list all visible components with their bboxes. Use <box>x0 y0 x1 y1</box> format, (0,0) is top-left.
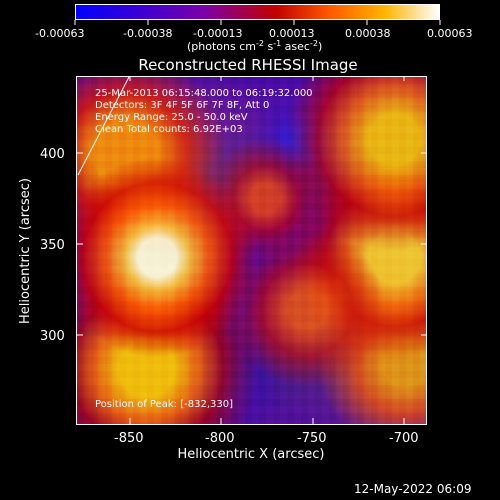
colorbar <box>75 4 440 20</box>
heatmap-image <box>76 76 427 425</box>
info-line-4: Clean Total counts: 6.92E+03 <box>95 124 243 135</box>
colorbar-tick-label-1: -0.00063 <box>35 27 84 40</box>
x-tick-label-4: -700 <box>389 431 419 446</box>
colorbar-tick-label-4: 0.00013 <box>269 27 315 40</box>
x-tick-label-3: -750 <box>297 431 327 446</box>
peak-position-label: Position of Peak: [-832,330] <box>95 399 233 410</box>
info-box: 25-Mar-2013 06:15:48.000 to 06:19:32.000… <box>95 88 313 135</box>
colorbar-tick-label-5: 0.00038 <box>345 27 391 40</box>
colorbar-tick-label-6: 0.00063 <box>427 27 473 40</box>
colorbar-units-label: (photons cm-2 s-1 asec-2) <box>187 39 322 53</box>
x-tick-label-2: -800 <box>205 431 235 446</box>
limb-line <box>77 76 130 176</box>
info-line-1: 25-Mar-2013 06:15:48.000 to 06:19:32.000 <box>95 88 313 99</box>
y-axis-label: Heliocentric Y (arcsec) <box>18 178 33 324</box>
footer-timestamp: 12-May-2022 06:09 <box>354 482 471 496</box>
y-tick-label-1: 400 <box>40 147 65 162</box>
info-line-3: Energy Range: 25.0 - 50.0 keV <box>95 112 248 123</box>
y-tick-label-3: 300 <box>40 329 65 344</box>
x-axis-ticks: -850 -800 -750 -700 <box>114 76 419 446</box>
x-axis-label: Heliocentric X (arcsec) <box>178 447 325 462</box>
colorbar-ticks: -0.00063 -0.00038 -0.00013 0.00013 0.000… <box>35 20 473 40</box>
chart-title: Reconstructed RHESSI Image <box>138 56 357 74</box>
info-line-2: Detectors: 3F 4F 5F 6F 7F 8F, Att 0 <box>95 100 269 111</box>
colorbar-tick-label-3: -0.00013 <box>193 27 242 40</box>
y-axis-ticks: 400 350 300 <box>40 147 427 344</box>
colorbar-tick-label-2: -0.00038 <box>123 27 172 40</box>
y-tick-label-2: 350 <box>40 238 65 253</box>
x-tick-label-1: -850 <box>114 431 144 446</box>
